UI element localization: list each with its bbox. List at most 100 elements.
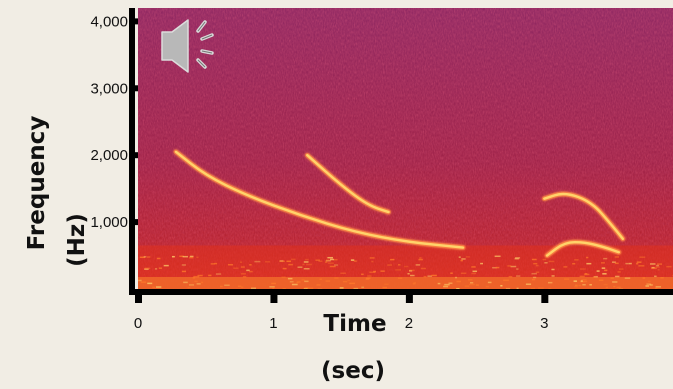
noise-speckle [224, 284, 230, 286]
noise-speckle [638, 265, 645, 267]
noise-speckle [603, 283, 608, 286]
noise-speckle [418, 258, 423, 261]
noise-speckle [495, 266, 500, 269]
noise-speckle [525, 283, 532, 285]
noise-speckle [551, 268, 555, 271]
noise-speckle [138, 279, 142, 282]
noise-speckle [464, 285, 470, 287]
x-tick-label: 3 [540, 315, 548, 332]
noise-speckle [574, 259, 579, 261]
noise-speckle [147, 256, 151, 258]
noise-speckle [420, 267, 426, 270]
noise-speckle [287, 277, 293, 280]
y-tick-label: 2,000 [90, 147, 128, 164]
noise-speckle [288, 263, 293, 266]
noise-speckle [655, 286, 661, 288]
noise-speckle [593, 276, 596, 279]
noise-speckle [272, 287, 275, 289]
noise-speckle [304, 286, 309, 289]
noise-speckle [144, 268, 149, 270]
y-axis-title-line2: (Hz) [64, 213, 90, 267]
noise-speckle [214, 262, 218, 265]
y-ticks: 1,000 2,000 3,000 4,000 [90, 13, 138, 231]
noise-speckle [505, 287, 511, 290]
noise-speckle [642, 277, 646, 279]
noise-speckle [291, 258, 296, 261]
noise-speckle [296, 281, 301, 283]
y-tick-label: 4,000 [90, 13, 128, 30]
noise-speckle [448, 282, 453, 284]
noise-speckle [318, 260, 323, 263]
noise-speckle [485, 285, 489, 288]
noise-speckle [614, 256, 620, 258]
noise-speckle [516, 268, 519, 270]
noise-speckle [325, 280, 331, 282]
noise-speckle [535, 264, 539, 267]
noise-speckle [510, 265, 517, 268]
speaker-icon[interactable] [161, 19, 214, 73]
noise-speckle [144, 267, 151, 270]
noise-speckle [581, 279, 587, 281]
noise-speckle [307, 287, 314, 290]
noise-speckle [366, 277, 371, 279]
noise-speckle [615, 275, 620, 278]
noise-speckle [143, 255, 147, 258]
call-trace [543, 192, 625, 241]
noise-speckle [472, 270, 478, 273]
noise-speckle [450, 272, 453, 274]
noise-speckle [181, 264, 186, 266]
noise-speckle [297, 266, 303, 268]
noise-speckle [551, 275, 555, 277]
noise-speckle [242, 275, 247, 278]
noise-speckle [250, 287, 257, 289]
noise-speckle [625, 262, 629, 265]
noise-speckle [397, 277, 403, 280]
noise-speckle [327, 262, 334, 264]
noise-speckle [413, 281, 417, 284]
noise-speckle [395, 269, 401, 271]
y-tick-mark [129, 219, 138, 226]
noise-speckle [387, 264, 393, 266]
noise-speckle [500, 284, 503, 287]
noise-speckle [584, 280, 588, 283]
noise-speckle [492, 266, 497, 269]
noise-speckle [469, 282, 474, 284]
noise-speckle [660, 277, 664, 279]
noise-speckle [384, 283, 389, 285]
noise-speckle [602, 273, 607, 275]
noise-speckle [542, 258, 547, 261]
noise-speckle [192, 277, 196, 279]
noise-speckle [656, 264, 659, 267]
noise-speckle [471, 266, 476, 268]
noise-speckle [455, 276, 458, 279]
noise-speckle [657, 263, 663, 265]
noise-speckle [333, 258, 338, 261]
noise-speckle [514, 257, 519, 260]
call-trace [174, 150, 465, 249]
noise-speckle [139, 256, 146, 259]
noise-speckle [407, 272, 410, 275]
noise-speckle [334, 264, 339, 266]
noise-speckle [548, 288, 552, 290]
noise-speckle [666, 265, 672, 268]
noise-speckle [655, 266, 660, 268]
x-tick-label: 2 [405, 315, 413, 332]
noise-speckle [246, 269, 250, 271]
y-tick-label: 1,000 [90, 214, 128, 231]
noise-speckle [249, 270, 253, 273]
noise-speckle [649, 284, 653, 286]
noise-speckle [140, 281, 147, 283]
noise-speckle [533, 262, 538, 265]
noise-speckle [507, 265, 512, 267]
noise-speckle [382, 286, 388, 289]
noise-speckle [437, 282, 441, 285]
x-tick-mark [541, 292, 549, 303]
noise-speckle [187, 286, 191, 289]
noise-speckle [409, 269, 415, 272]
noise-speckle [564, 278, 570, 280]
noise-speckle [326, 259, 330, 261]
noise-speckle [460, 259, 463, 262]
noise-speckle [645, 285, 650, 287]
y-tick-label: 3,000 [90, 80, 128, 97]
